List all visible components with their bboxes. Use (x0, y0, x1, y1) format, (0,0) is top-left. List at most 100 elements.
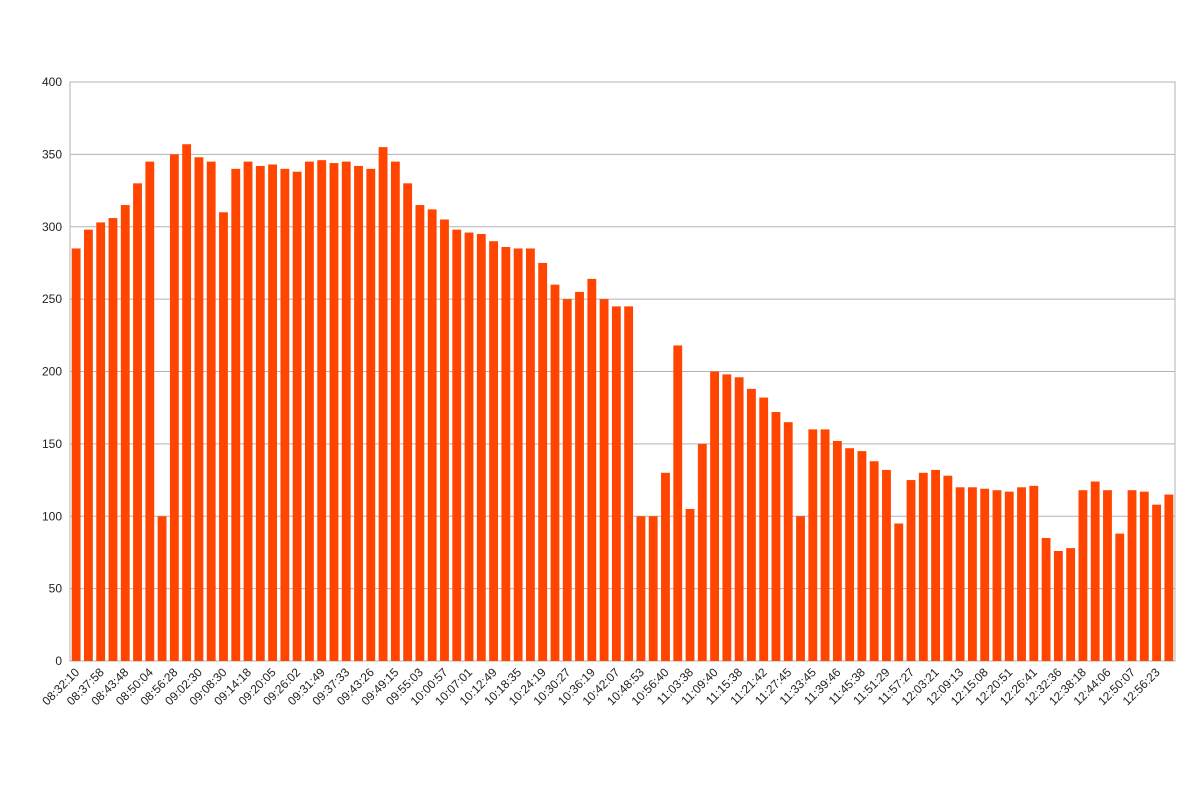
bar (427, 209, 437, 661)
bar (845, 448, 855, 661)
bar (169, 154, 179, 661)
bar (378, 147, 388, 661)
bar (918, 472, 928, 661)
bar (525, 248, 535, 661)
bar (906, 480, 916, 661)
bar (1029, 485, 1039, 661)
y-tick-label: 150 (42, 437, 62, 451)
y-tick-label: 300 (42, 220, 62, 234)
bar (403, 183, 413, 661)
bar (783, 422, 793, 661)
bar (1053, 550, 1063, 661)
bar (1090, 481, 1100, 661)
bar (71, 248, 81, 661)
y-tick-label: 400 (42, 75, 62, 89)
bar (882, 469, 891, 661)
bar (243, 161, 253, 662)
bar (452, 229, 462, 661)
bar (967, 487, 977, 661)
bar (440, 219, 449, 661)
bar (1066, 548, 1076, 661)
bar (329, 163, 339, 661)
bar (1041, 537, 1051, 661)
bar (464, 232, 474, 662)
bar (415, 205, 425, 661)
bar (501, 247, 511, 661)
bar (611, 306, 621, 661)
bar (219, 212, 228, 661)
y-tick-label: 100 (42, 509, 62, 523)
bar (857, 451, 867, 661)
bar (648, 516, 658, 661)
bar (1103, 490, 1112, 661)
y-tick-label: 350 (42, 147, 62, 161)
bar (1127, 490, 1137, 661)
bar (182, 144, 192, 661)
bar (673, 345, 683, 661)
bar (83, 229, 93, 661)
bar (108, 218, 118, 661)
bar (661, 472, 670, 661)
bar (538, 262, 548, 661)
bar (759, 397, 769, 661)
bar (992, 490, 1002, 661)
bar (931, 469, 941, 661)
bar (157, 516, 167, 661)
bar (341, 161, 351, 662)
bar (292, 171, 302, 661)
bar (894, 523, 904, 661)
bar (575, 291, 584, 661)
bar (1164, 494, 1174, 661)
bar (255, 165, 265, 661)
y-tick-label: 250 (42, 292, 62, 306)
bar (390, 161, 400, 662)
bar (734, 377, 744, 661)
bar (268, 164, 278, 661)
bar (624, 306, 634, 661)
bar (1017, 487, 1026, 661)
bar (980, 488, 990, 661)
y-tick-label: 0 (55, 654, 62, 668)
y-tick-label: 200 (42, 365, 62, 379)
bar (685, 509, 695, 661)
bar (1115, 533, 1125, 661)
bar (771, 412, 781, 661)
bar (304, 161, 314, 662)
bar (133, 183, 142, 661)
bar (550, 284, 560, 661)
bar (796, 516, 805, 661)
bar (746, 388, 756, 661)
bar (1078, 490, 1088, 661)
bar (943, 475, 953, 661)
bar (231, 168, 241, 661)
bar (587, 278, 597, 661)
bar (1152, 504, 1162, 661)
bar (145, 161, 155, 662)
bar (722, 374, 732, 661)
bar (562, 299, 572, 661)
bar (120, 205, 130, 661)
bar (96, 222, 106, 661)
bar (599, 299, 609, 661)
bar (366, 168, 376, 661)
bar (820, 429, 830, 661)
bar (636, 516, 646, 661)
bar (832, 440, 842, 661)
bar (194, 157, 204, 661)
bar (955, 487, 965, 661)
bar (1004, 491, 1014, 661)
bar (808, 429, 818, 661)
bar (1139, 491, 1149, 661)
bar (513, 248, 523, 661)
bar (869, 461, 879, 661)
bar (697, 443, 707, 661)
bar (206, 161, 216, 662)
y-tick-label: 50 (49, 582, 63, 596)
bar (354, 165, 363, 661)
bar (317, 160, 327, 662)
bar (710, 371, 720, 661)
bar (489, 241, 499, 661)
bar (280, 168, 290, 661)
